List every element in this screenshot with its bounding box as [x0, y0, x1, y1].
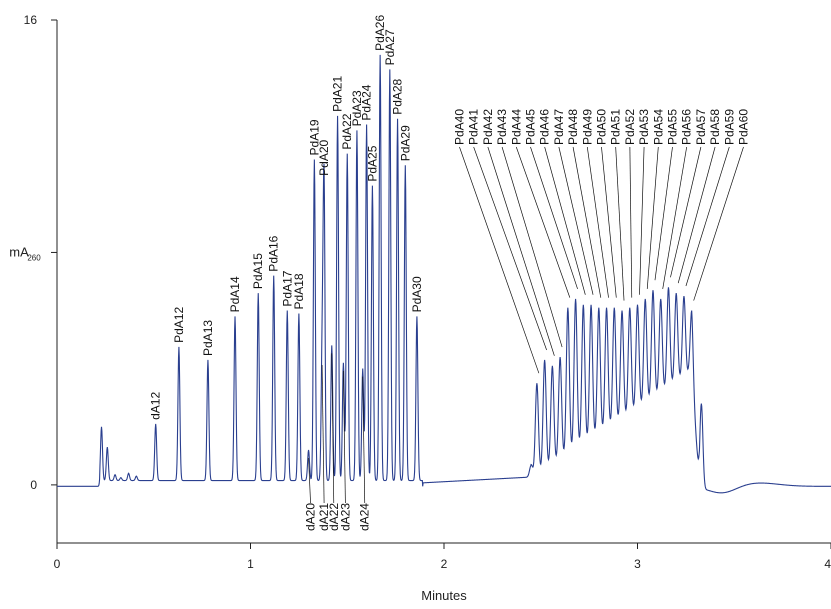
peak-label: PdA21: [331, 76, 345, 112]
peak-label-leader: [459, 146, 540, 374]
peak-label: PdA20: [317, 139, 331, 175]
peak-label: PdA14: [228, 276, 242, 312]
peak-label-leader: [670, 146, 702, 278]
peak-label: PdA25: [365, 145, 379, 181]
peak-label: PdA54: [651, 109, 665, 145]
y-tick-label: 16: [24, 13, 38, 27]
peak-label: PdA22: [340, 113, 354, 149]
peak-label: PdA12: [172, 307, 186, 343]
peak-label: PdA56: [680, 109, 694, 145]
peak-label-leader: [558, 146, 594, 295]
peak-label: PdA40: [452, 109, 466, 145]
y-axis-title-subscript: 260: [27, 253, 41, 262]
x-tick-label: 1: [247, 557, 254, 571]
peak-label: PdA53: [637, 109, 651, 145]
peak-label: dA22: [327, 503, 341, 531]
peak-label: PdA50: [594, 109, 608, 145]
peak-label: PdA15: [251, 253, 265, 289]
peak-label: PdA16: [267, 235, 281, 271]
peak-label: PdA45: [523, 109, 537, 145]
peak-label: PdA29: [398, 125, 412, 161]
peak-label-leader: [308, 458, 311, 504]
peak-label: PdA55: [665, 109, 679, 145]
peak-label: PdA51: [609, 109, 623, 145]
peak-label: PdA23: [350, 90, 364, 126]
peak-label-leader: [530, 146, 578, 290]
peak-label: PdA59: [722, 109, 736, 145]
peak-label-leader: [693, 146, 744, 301]
peak-label-leader: [677, 146, 716, 284]
peak-label-leader: [586, 146, 609, 298]
peak-label: PdA52: [623, 109, 637, 145]
peak-label: PdA44: [509, 109, 523, 145]
peak-label: dA12: [149, 392, 163, 420]
peak-label-leader: [501, 146, 563, 348]
peak-label-leader: [639, 146, 645, 295]
peak-label: PdA17: [280, 270, 294, 306]
x-tick-label: 3: [634, 557, 641, 571]
axes: [56, 20, 831, 544]
peak-label: PdA26: [373, 15, 387, 51]
y-axis-title: mA: [9, 244, 29, 259]
peak-label-leader: [654, 146, 673, 281]
peak-label: PdA41: [467, 109, 481, 145]
peak-label: PdA43: [495, 109, 509, 145]
peak-label-leader: [544, 146, 586, 295]
peak-label: PdA30: [410, 276, 424, 312]
peak-label-leader: [572, 146, 602, 298]
peak-label-leader: [331, 353, 335, 504]
peak-label-leader: [646, 146, 659, 289]
peak-label-leader: [662, 146, 688, 289]
peak-label: PdA57: [694, 109, 708, 145]
peak-label-leader: [343, 370, 346, 504]
peak-label: PdA28: [391, 78, 405, 114]
peak-label: PdA49: [580, 109, 594, 145]
peak-label: dA23: [338, 503, 352, 531]
peak-label-leader: [487, 146, 555, 356]
peak-label-leader: [629, 146, 633, 298]
peak-label-leader: [362, 376, 366, 504]
x-tick-label: 2: [441, 557, 448, 571]
peak-label-leader: [473, 146, 547, 351]
peak-label: PdA46: [538, 109, 552, 145]
peak-label: PdA60: [736, 109, 750, 145]
peak-label: PdA48: [566, 109, 580, 145]
peak-label: PdA27: [383, 29, 397, 65]
peak-label: PdA58: [708, 109, 722, 145]
peak-label-leader: [615, 146, 625, 301]
peak-label: PdA42: [481, 109, 495, 145]
peak-label: dA24: [358, 503, 372, 531]
x-tick-label: 4: [824, 557, 831, 571]
peak-label-leader: [601, 146, 617, 298]
peak-label-leader: [515, 146, 571, 298]
peak-label-leader: [321, 365, 325, 504]
x-tick-label: 0: [54, 557, 61, 571]
peak-label: dA21: [317, 503, 331, 531]
x-axis-title: Minutes: [421, 588, 467, 603]
peak-label: dA20: [304, 503, 318, 531]
peak-label: PdA24: [360, 84, 374, 120]
peak-label: PdA13: [201, 320, 215, 356]
peak-label: PdA47: [552, 109, 566, 145]
peak-label: PdA18: [292, 273, 306, 309]
y-tick-label: 0: [30, 478, 37, 492]
x-ticks: 0 1 2 3 4: [54, 543, 831, 571]
chromatogram-trace: [57, 54, 831, 494]
peak-label-leader: [685, 146, 730, 287]
peak-label: PdA19: [307, 119, 321, 155]
